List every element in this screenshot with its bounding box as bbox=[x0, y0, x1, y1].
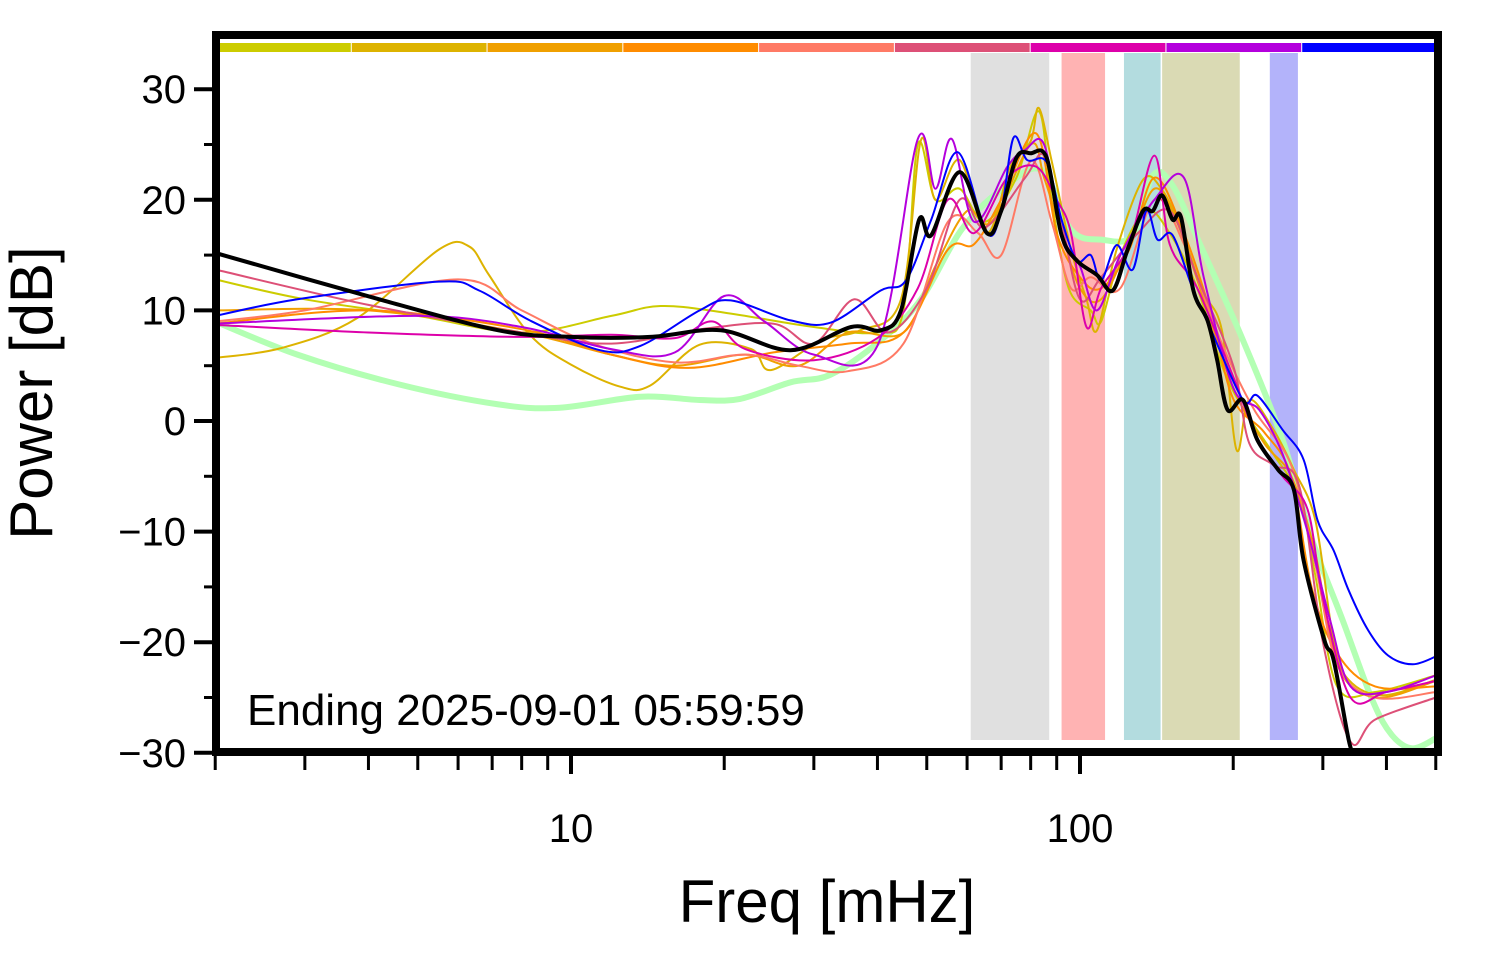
color-bar-segment-1 bbox=[351, 43, 487, 52]
x-tick-label: 10 bbox=[549, 807, 594, 851]
x-axis-label: Freq [mHz] bbox=[679, 868, 976, 935]
band-1 bbox=[1061, 53, 1106, 740]
y-tick-label: 10 bbox=[142, 289, 187, 333]
plot-frame bbox=[212, 31, 1442, 756]
y-tick-label: −20 bbox=[118, 621, 186, 665]
series-line-4 bbox=[216, 132, 1436, 690]
annotation-text: Ending 2025-09-01 05:59:59 bbox=[247, 686, 805, 735]
band-2 bbox=[1123, 53, 1161, 740]
series-line-1 bbox=[216, 110, 1437, 699]
y-tick-label: 30 bbox=[142, 68, 187, 112]
series-line-10 bbox=[216, 148, 1356, 752]
x-tick-label: 100 bbox=[1047, 807, 1114, 851]
band-4 bbox=[1269, 53, 1298, 740]
y-axis-label: Power [dB] bbox=[0, 246, 65, 539]
series-lines bbox=[216, 106, 1438, 752]
color-bar-segment-5 bbox=[894, 43, 1030, 52]
color-bar-segment-6 bbox=[1030, 43, 1166, 52]
y-tick-label: 20 bbox=[142, 179, 187, 223]
band-3 bbox=[1162, 53, 1240, 740]
y-tick-label: −10 bbox=[118, 511, 186, 555]
series-line-8 bbox=[216, 132, 1437, 696]
color-bar-segment-7 bbox=[1166, 43, 1302, 52]
color-bar-segment-2 bbox=[487, 43, 623, 52]
color-bar-segment-8 bbox=[1302, 43, 1437, 52]
color-bar bbox=[216, 43, 1437, 52]
series-line-6 bbox=[216, 152, 1437, 746]
color-bar-segment-0 bbox=[216, 43, 351, 52]
series-line-0 bbox=[216, 165, 1438, 752]
series-line-2 bbox=[216, 106, 1437, 697]
color-bar-segment-3 bbox=[623, 43, 759, 52]
y-tick-label: 0 bbox=[164, 400, 186, 444]
color-bar-segment-4 bbox=[759, 43, 894, 52]
y-tick-label: −30 bbox=[118, 732, 186, 776]
